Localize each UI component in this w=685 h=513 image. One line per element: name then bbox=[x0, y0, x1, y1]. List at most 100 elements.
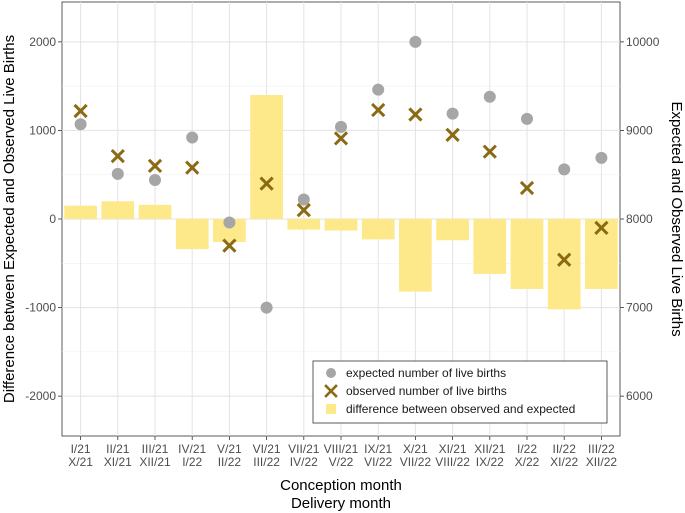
expected-point bbox=[186, 131, 199, 144]
y-axis-right-title: Expected and Observed Live Births bbox=[668, 101, 685, 336]
x-tick-label-delivery: V/22 bbox=[329, 455, 354, 469]
observed-point bbox=[147, 158, 163, 173]
x-tick-label-conception: XII/21 bbox=[474, 442, 506, 456]
expected-point bbox=[372, 83, 385, 96]
difference-bar bbox=[585, 219, 618, 289]
difference-bar bbox=[101, 201, 135, 219]
y-right-tick-label: 6000 bbox=[626, 389, 653, 403]
x-tick-label-delivery: VII/22 bbox=[400, 455, 432, 469]
x-tick-label-delivery: II/22 bbox=[218, 455, 242, 469]
observed-point-stroke bbox=[519, 180, 535, 196]
observed-point-stroke bbox=[482, 144, 497, 159]
expected-point bbox=[409, 35, 422, 48]
y-right-tick-label: 7000 bbox=[626, 301, 653, 315]
expected-point bbox=[558, 163, 571, 176]
expected-point bbox=[260, 301, 273, 314]
expected-point bbox=[335, 120, 347, 133]
observed-point bbox=[185, 160, 200, 175]
difference-bar bbox=[436, 219, 469, 241]
difference-bars bbox=[64, 95, 618, 310]
x-tick-label-delivery: VIII/22 bbox=[435, 455, 470, 469]
expected-point bbox=[149, 174, 161, 187]
observed-point-stroke bbox=[147, 158, 163, 173]
x-tick-label-delivery: IX/22 bbox=[476, 455, 504, 469]
x-tick-label-delivery: XII/22 bbox=[586, 455, 618, 469]
difference-bar bbox=[547, 219, 581, 310]
x-tick-label-delivery: I/22 bbox=[182, 455, 202, 469]
observed-point-stroke bbox=[408, 107, 423, 122]
y-left-tick-label: 0 bbox=[49, 212, 56, 226]
difference-bar bbox=[399, 219, 432, 292]
expected-point bbox=[521, 112, 533, 125]
x-tick-label-conception: III/21 bbox=[142, 442, 169, 456]
observed-point-stroke bbox=[333, 131, 349, 146]
x-axis-subtitle: Delivery month bbox=[291, 495, 391, 512]
legend-expected-marker bbox=[326, 368, 336, 378]
legend-observed-marker bbox=[324, 384, 338, 398]
y-axis-left-title: Difference between Expected and Observed… bbox=[1, 35, 18, 403]
observed-point bbox=[296, 203, 311, 218]
x-tick-label-delivery: XII/21 bbox=[139, 455, 171, 469]
y-left-tick-label: 2000 bbox=[29, 35, 56, 49]
observed-point-stroke bbox=[296, 203, 311, 218]
observed-point bbox=[73, 103, 88, 119]
difference-bar bbox=[510, 219, 544, 289]
x-axis-title: Conception month bbox=[280, 477, 402, 494]
observed-point bbox=[110, 148, 125, 164]
x-tick-label-conception: IV/21 bbox=[178, 442, 206, 456]
expected-point bbox=[446, 107, 459, 120]
observed-point-stroke bbox=[259, 176, 274, 191]
observed-point-stroke bbox=[222, 238, 237, 253]
x-tick-label-conception: I/22 bbox=[517, 442, 537, 456]
observed-point-stroke bbox=[110, 148, 125, 164]
observed-point bbox=[557, 252, 572, 267]
x-tick-label-conception: XI/21 bbox=[439, 442, 467, 456]
difference-bar bbox=[361, 219, 395, 240]
observed-point bbox=[482, 144, 497, 159]
observed-point bbox=[259, 176, 274, 191]
expected-point bbox=[223, 216, 236, 229]
observed-points bbox=[73, 102, 609, 267]
expected-point bbox=[483, 90, 496, 103]
x-tick-label-conception: II/22 bbox=[553, 442, 577, 456]
legend-expected-label: expected number of live births bbox=[346, 366, 506, 380]
observed-point-stroke bbox=[73, 103, 88, 119]
x-tick-label-delivery: IV/22 bbox=[290, 455, 318, 469]
observed-point-stroke bbox=[185, 160, 200, 175]
axis-ticks: -2000 -1000 0 1000 2000 6000 7000 8000 9000 10000… bbox=[25, 35, 659, 469]
x-tick-label-conception: II/21 bbox=[106, 442, 130, 456]
y-left-tick-label: -2000 bbox=[25, 389, 56, 403]
x-tick-label-delivery: III/22 bbox=[253, 455, 280, 469]
x-tick-label-conception: IX/21 bbox=[364, 442, 392, 456]
x-tick-label-conception: I/21 bbox=[71, 442, 91, 456]
difference-bar bbox=[324, 219, 358, 231]
difference-bar bbox=[138, 204, 172, 219]
y-right-tick-label: 9000 bbox=[626, 123, 653, 137]
x-tick-label-delivery: VI/22 bbox=[364, 455, 392, 469]
x-tick-label-delivery: XI/21 bbox=[104, 455, 132, 469]
observed-point-stroke bbox=[557, 252, 572, 267]
observed-point bbox=[371, 102, 386, 118]
expected-points bbox=[74, 35, 608, 314]
observed-point bbox=[445, 127, 460, 142]
expected-point bbox=[111, 167, 124, 180]
x-tick-label-delivery: XI/22 bbox=[550, 455, 578, 469]
y-left-tick-label: -1000 bbox=[25, 301, 56, 315]
x-tick-label-conception: III/22 bbox=[588, 442, 615, 456]
observed-point-stroke bbox=[371, 102, 386, 118]
x-tick-label-conception: VII/21 bbox=[288, 442, 320, 456]
legend-box bbox=[312, 360, 608, 424]
observed-point-stroke bbox=[445, 127, 460, 142]
difference-bar bbox=[175, 219, 209, 250]
x-tick-label-delivery: X/22 bbox=[515, 455, 540, 469]
expected-point bbox=[297, 193, 310, 206]
legend-observed-label: observed number of live births bbox=[346, 384, 507, 398]
observed-point bbox=[222, 238, 237, 253]
difference-bar bbox=[287, 219, 321, 230]
difference-bar bbox=[473, 219, 507, 274]
difference-bar bbox=[64, 205, 97, 219]
x-tick-label-delivery: X/21 bbox=[68, 455, 93, 469]
legend-difference-label: difference between observed and expected bbox=[346, 402, 575, 416]
legend: expected number of live births observed … bbox=[312, 360, 608, 424]
